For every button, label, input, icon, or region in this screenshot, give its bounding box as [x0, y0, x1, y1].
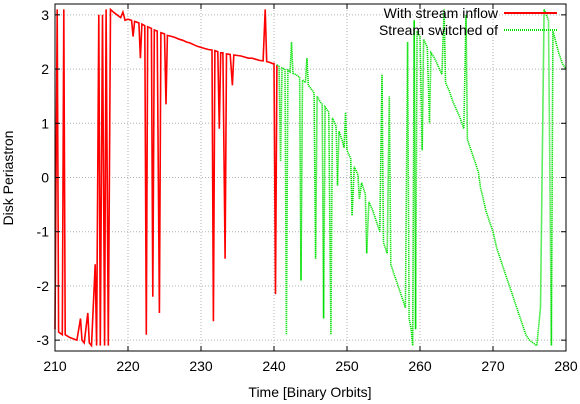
- x-tick-label: 270: [481, 358, 505, 374]
- x-tick-label: 210: [43, 358, 67, 374]
- y-tick-label: -2: [37, 278, 50, 294]
- x-tick-label: 230: [189, 358, 213, 374]
- y-tick-label: -1: [37, 224, 50, 240]
- series-lines: [54, 7, 567, 348]
- y-tick-labels: 3 2 1 0 -1 -2 -3: [37, 7, 50, 348]
- legend-label-with-stream-inflow: With stream inflow: [384, 5, 499, 21]
- y-tick-label: 2: [41, 61, 49, 77]
- x-axis-title: Time [Binary Orbits]: [248, 384, 371, 400]
- x-tick-label: 220: [116, 358, 140, 374]
- ticks: [54, 4, 567, 351]
- y-axis-title: Disk Periastron: [0, 131, 16, 226]
- x-tick-label: 240: [262, 358, 286, 374]
- x-tick-label: 250: [335, 358, 359, 374]
- legend-label-stream-switched-of: Stream switched of: [379, 22, 498, 38]
- grid: [55, 4, 566, 351]
- y-tick-label: -3: [37, 332, 50, 348]
- x-tick-labels: 210 220 230 240 250 260 270 280: [43, 358, 578, 374]
- series-line-with-stream-inflow: [54, 7, 278, 348]
- y-tick-label: 1: [41, 115, 49, 131]
- y-tick-label: 3: [41, 7, 49, 23]
- legend: With stream inflow Stream switched of: [379, 5, 557, 38]
- x-tick-label: 260: [408, 358, 432, 374]
- y-tick-label: 0: [41, 170, 49, 186]
- series-line-stream-switched-of: [276, 9, 567, 348]
- x-tick-label: 280: [554, 358, 578, 374]
